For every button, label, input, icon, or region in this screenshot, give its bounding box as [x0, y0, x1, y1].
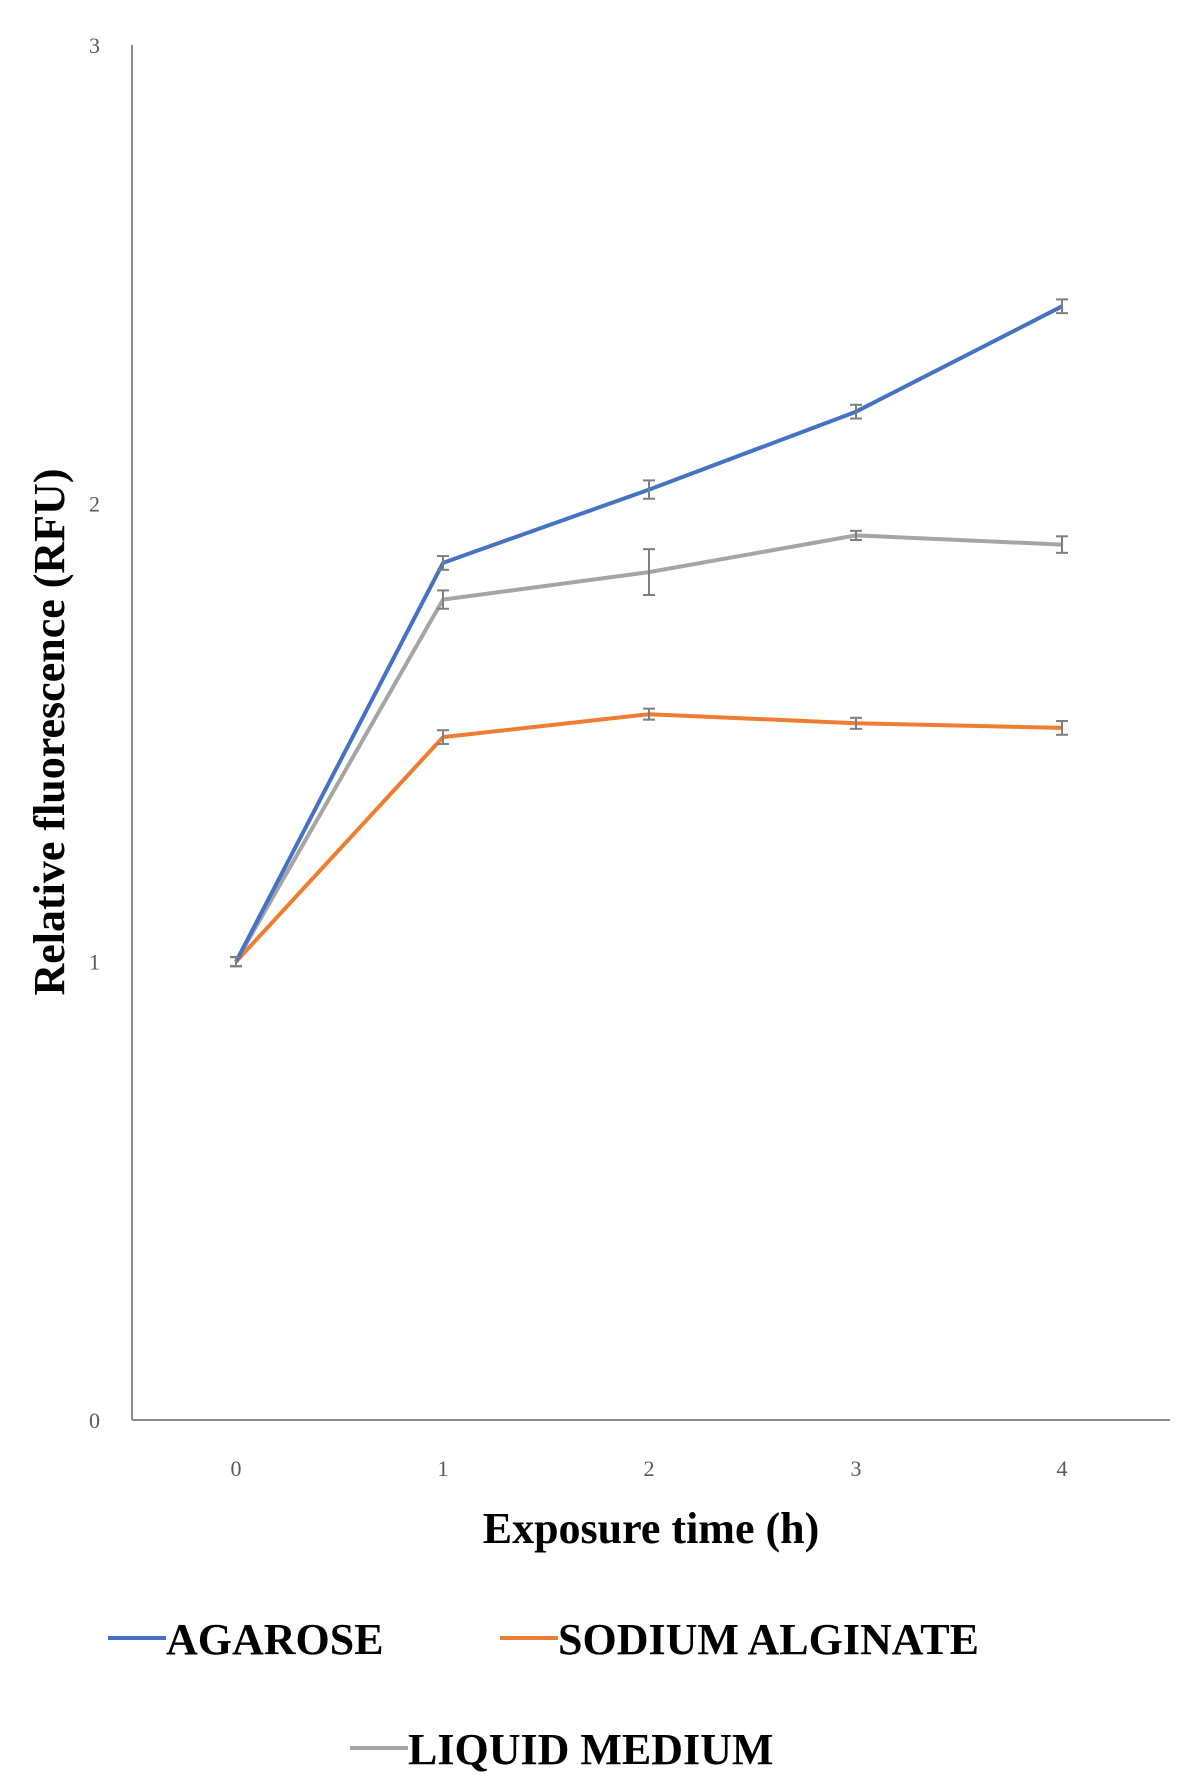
error-bar	[1056, 720, 1068, 736]
series-agarose	[230, 298, 1068, 968]
error-bar	[643, 707, 655, 721]
y-tick-labels: 0 1 2 3	[89, 33, 100, 1433]
error-bar	[643, 548, 655, 596]
y-tick-label: 2	[89, 491, 100, 516]
x-tick-label: 0	[231, 1456, 242, 1481]
legend-item-agarose: AGAROSE	[108, 1615, 384, 1664]
error-bar	[230, 956, 242, 968]
series-line	[234, 712, 1063, 964]
y-tick-label: 0	[89, 1408, 100, 1433]
error-bar	[850, 403, 862, 420]
x-tick-label: 4	[1057, 1456, 1068, 1481]
legend-label: LIQUID MEDIUM	[408, 1725, 773, 1774]
legend-item-liquid-medium: LIQUID MEDIUM	[350, 1725, 773, 1774]
x-axis-title: Exposure time (h)	[483, 1504, 820, 1553]
legend: AGAROSE SODIUM ALGINATE LIQUID MEDIUM	[108, 1615, 979, 1774]
series-line	[234, 304, 1063, 963]
error-bar	[850, 716, 862, 730]
y-axis-title: Relative fluorescence (RFU)	[25, 469, 74, 996]
error-bar	[437, 589, 449, 610]
series-layer	[230, 298, 1068, 968]
x-tick-labels: 0 1 2 3 4	[231, 1456, 1068, 1481]
error-bar	[437, 555, 449, 571]
error-bar	[850, 529, 862, 541]
x-tick-label: 2	[644, 1456, 655, 1481]
legend-item-sodium-alginate: SODIUM ALGINATE	[500, 1615, 979, 1664]
y-tick-label: 1	[89, 950, 100, 975]
error-bar	[1056, 535, 1068, 554]
x-tick-label: 1	[438, 1456, 449, 1481]
error-bar	[1056, 298, 1068, 315]
legend-label: AGAROSE	[166, 1615, 384, 1664]
y-tick-label: 3	[89, 33, 100, 58]
error-bar	[643, 479, 655, 500]
x-tick-label: 3	[851, 1456, 862, 1481]
series-sodium-alginate	[230, 707, 1068, 968]
error-bar	[437, 729, 449, 745]
series-line	[234, 533, 1063, 963]
legend-label: SODIUM ALGINATE	[558, 1615, 979, 1664]
series-liquid-medium	[230, 529, 1068, 968]
